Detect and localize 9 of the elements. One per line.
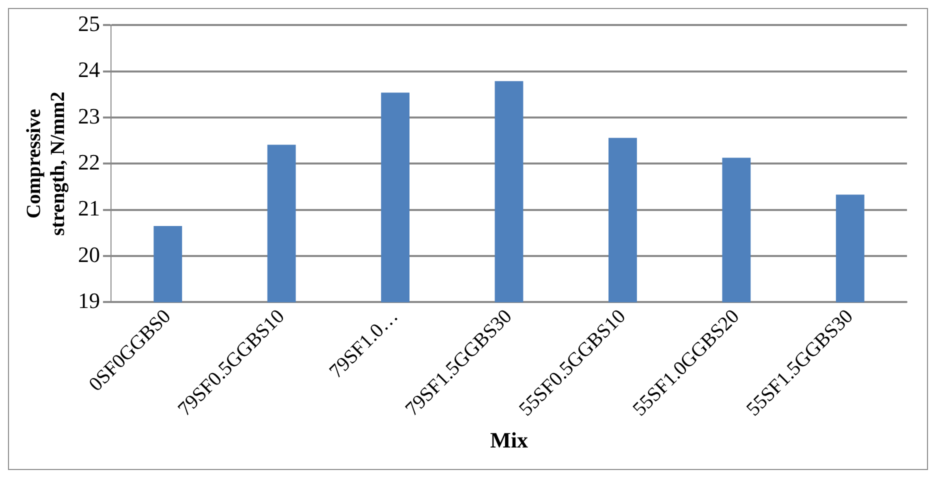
y-tick-label: 24 bbox=[78, 57, 100, 82]
y-tick-label: 20 bbox=[78, 242, 100, 267]
y-tick-label: 25 bbox=[78, 10, 100, 36]
y-axis-title: Compressive strength, N/mm2 bbox=[23, 92, 70, 236]
y-tick-label: 19 bbox=[78, 288, 100, 313]
y-tick-label: 21 bbox=[78, 196, 100, 221]
y-tick-label: 23 bbox=[78, 103, 100, 128]
x-axis-title: Mix bbox=[490, 427, 528, 452]
y-tick-label: 22 bbox=[78, 149, 100, 174]
